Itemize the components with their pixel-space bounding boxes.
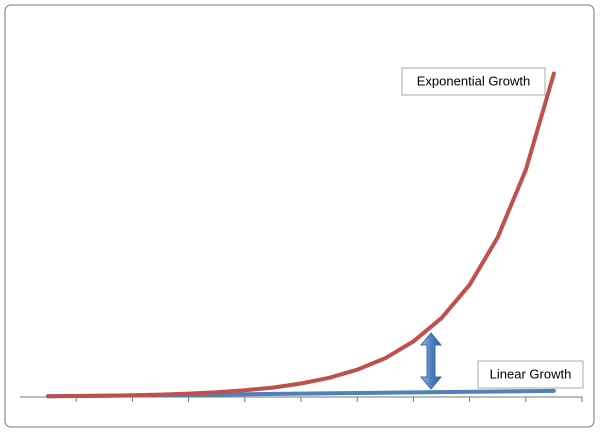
label-box: [477, 360, 584, 389]
gap-arrow: [419, 332, 443, 390]
series-label: Exponential Growth: [417, 73, 530, 88]
label-box: [401, 67, 546, 96]
series-line: [46, 71, 556, 399]
series-label: Linear Growth: [490, 366, 572, 381]
frame: [4, 4, 595, 428]
